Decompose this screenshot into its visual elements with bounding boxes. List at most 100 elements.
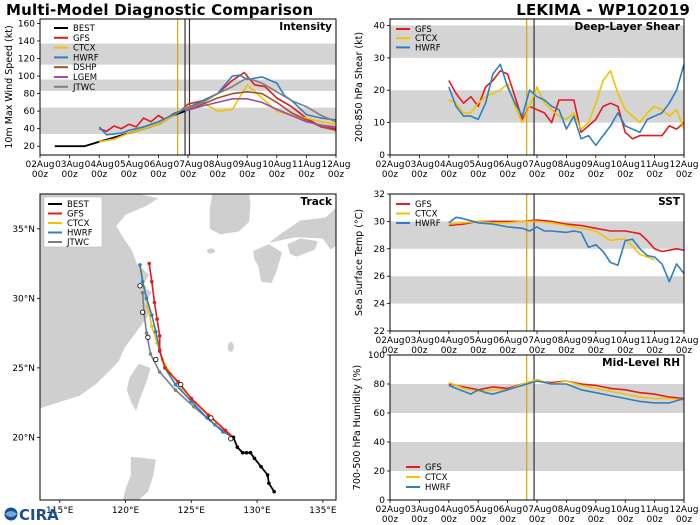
track-point-gfs (163, 366, 167, 370)
track-position-marker (140, 309, 146, 315)
shear-xtick-label-hour: 00z (676, 170, 692, 180)
intensity-ytick-label: 100 (18, 72, 35, 82)
track-point-best (259, 464, 263, 469)
track-point-best (272, 489, 276, 494)
cira-logo: CIRA (4, 506, 59, 524)
intensity-xtick-label-date: 04Aug (85, 160, 114, 170)
track-series-group (137, 261, 276, 494)
sst-title: SST (658, 196, 681, 208)
track-point-gfs (189, 396, 194, 401)
shear-xtick-label-hour: 00z (382, 170, 398, 180)
track-xtick-label: 135°E (309, 506, 337, 516)
shear-xtick-label-date: 06Aug (493, 160, 522, 170)
rh-ylabel: 700-500 hPa Humidity (%) (352, 365, 363, 490)
track-point-jtwc (140, 290, 145, 295)
rh-xtick-label-date: 08Aug (552, 505, 581, 515)
rh-xtick-label-date: 11Aug (640, 505, 669, 515)
sst-xtick-label-date: 09Aug (581, 336, 610, 346)
shear-xtick-label-date: 10Aug (611, 160, 640, 170)
track-point-hwrf (140, 279, 145, 284)
sst-legend-label-ctcx: CTCX (415, 210, 438, 220)
sst-band-0 (390, 276, 684, 304)
rh-ytick-label: 0 (379, 496, 385, 506)
track-point-best (235, 445, 240, 449)
track-point-gfs (147, 261, 151, 266)
intensity-xtick-label-hour: 00z (91, 170, 107, 180)
rh-xtick-label-date: 10Aug (611, 505, 640, 515)
shear-ytick-label: 40 (374, 21, 386, 31)
rh-xtick-label-hour: 00z (558, 515, 574, 525)
intensity-ytick-label: 140 (18, 37, 35, 47)
kyushu-land (253, 244, 283, 283)
intensity-xtick-label-date: 03Aug (55, 160, 84, 170)
sst-xtick-label-date: 08Aug (552, 336, 581, 346)
intensity-ylabel: 10m Max Wind Speed (kt) (4, 25, 15, 148)
shear-xtick-label-hour: 00z (441, 170, 457, 180)
sst-xtick-label-date: 04Aug (434, 336, 463, 346)
shear-legend-label-gfs: GFS (415, 25, 432, 35)
sst-xtick-label-date: 02Aug (375, 336, 404, 346)
intensity-legend-label-jtwc: JTWC (72, 83, 95, 93)
sst-xtick-label-date: 05Aug (464, 336, 493, 346)
intensity-band-2 (40, 43, 336, 65)
rh-xtick-label-hour: 00z (470, 515, 486, 525)
intensity-xtick-label-hour: 00z (328, 170, 344, 180)
rh-ytick-label: 80 (374, 380, 386, 390)
shear-panel: 01020304002Aug00z03Aug00z04Aug00z05Aug00… (354, 18, 699, 180)
track-xtick-label: 125°E (178, 506, 206, 516)
intensity-legend-label-ctcx: CTCX (73, 44, 96, 54)
track-position-marker (178, 381, 184, 388)
sst-ytick-label: 26 (374, 272, 386, 282)
shear-xtick-label-date: 05Aug (464, 160, 493, 170)
shear-line-gfs (448, 70, 684, 140)
rh-xtick-label-date: 12Aug (669, 505, 698, 515)
shear-ytick-label: 20 (374, 86, 386, 96)
shear-xtick-label-hour: 00z (588, 170, 604, 180)
shear-xtick-label-hour: 00z (411, 170, 427, 180)
rh-xtick-label-hour: 00z (382, 515, 398, 525)
shear-xtick-label-hour: 00z (529, 170, 545, 180)
track-point-best (244, 450, 249, 455)
rh-series-group (448, 378, 684, 404)
track-ytick-label: 20°N (12, 433, 35, 443)
rh-xtick-label-date: 05Aug (464, 505, 493, 515)
hainan-land (0, 439, 5, 459)
intensity-title: Intensity (279, 21, 332, 33)
rh-xtick-label-hour: 00z (529, 515, 545, 525)
rh-xtick-label-hour: 00z (617, 515, 633, 525)
shear-ytick-label: 10 (374, 119, 386, 129)
sst-xtick-label-hour: 00z (617, 346, 633, 356)
intensity-legend-label-best: BEST (73, 24, 96, 34)
track-legend-label-best: BEST (67, 200, 90, 210)
sst-xtick-label-hour: 00z (558, 346, 574, 356)
shear-title: Deep-Layer Shear (574, 21, 680, 33)
sst-band-1 (390, 221, 684, 249)
track-point-best (267, 481, 271, 486)
track-title: Track (301, 196, 333, 208)
sst-xtick-label-date: 07Aug (522, 336, 551, 346)
track-point-hwrf (138, 263, 142, 267)
shikoku-land (287, 238, 318, 257)
intensity-xtick-label-date: 12Aug (321, 160, 350, 170)
sst-legend-label-hwrf: HWRF (415, 219, 441, 229)
rh-xtick-label-hour: 00z (411, 515, 427, 525)
shear-xtick-label-hour: 00z (617, 170, 633, 180)
intensity-xtick-label-date: 06Aug (144, 160, 173, 170)
rh-xtick-label-hour: 00z (500, 515, 516, 525)
honshu-land (268, 194, 336, 250)
intensity-legend-label-hwrf: HWRF (73, 53, 99, 63)
track-legend-label-gfs: GFS (67, 210, 84, 220)
intensity-xtick-label-hour: 00z (239, 170, 255, 180)
sst-series-group (448, 216, 684, 283)
intensity-xtick-label-hour: 00z (32, 170, 48, 180)
cira-logo-swirl (5, 511, 17, 517)
intensity-line-jtwc (184, 77, 336, 123)
intensity-line-gfs (98, 71, 336, 133)
track-point-jtwc (144, 331, 149, 335)
shear-xtick-label-date: 02Aug (375, 160, 404, 170)
rh-legend-label-gfs: GFS (425, 463, 442, 473)
sst-line-ctcx (448, 220, 655, 261)
